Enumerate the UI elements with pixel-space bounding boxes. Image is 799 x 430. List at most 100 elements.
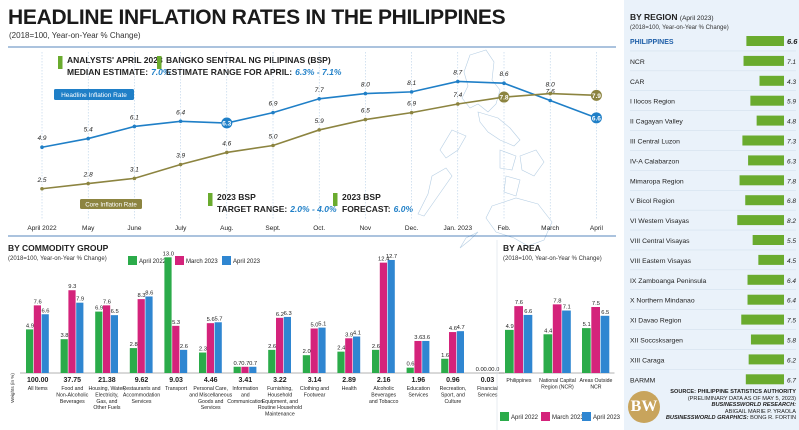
category-label: Household <box>267 392 292 398</box>
bar-value-label: 12.7 <box>386 254 397 260</box>
commodity-bar-chart: BY COMMODITY GROUP (2018=100, Year-on-Yea… <box>8 243 505 418</box>
region-bar <box>752 235 784 245</box>
region-label: PHILIPPINES <box>630 39 674 46</box>
bar <box>422 340 430 373</box>
category-label: Clothing and <box>300 386 329 392</box>
region-value: 7.3 <box>787 139 796 146</box>
analysts-value: 7.0% <box>151 67 171 77</box>
region-value: 4.3 <box>787 79 796 86</box>
category-label: Region (NCR) <box>541 384 574 390</box>
bar-value-label: 7.8 <box>553 298 561 304</box>
svg-text:MEDIAN ESTIMATE:7.0%: MEDIAN ESTIMATE: 7.0% <box>67 67 171 77</box>
bar <box>441 358 449 373</box>
headline-point <box>590 112 602 124</box>
region-label: IV-A Calabarzon <box>630 158 679 165</box>
region-value: 6.4 <box>787 298 796 305</box>
region-label: VIII Eastern Visayas <box>630 258 692 265</box>
region-value: 4.8 <box>787 119 796 126</box>
headline-point <box>502 81 506 86</box>
category-label: Beverages <box>60 399 85 405</box>
category-label: Gas, and <box>96 399 117 405</box>
bar-value-label: 3.6 <box>422 335 430 341</box>
category-label: Housing, Water, <box>89 386 126 392</box>
x-tick-label: Sept. <box>265 225 280 232</box>
bar <box>180 349 188 373</box>
bar <box>249 366 257 373</box>
category-label: Other Fuels <box>93 405 121 411</box>
bar-value-label: 7.9 <box>76 297 84 303</box>
region-value: 4.5 <box>787 258 796 265</box>
headline-point <box>86 136 90 141</box>
region-label: NCR <box>630 59 645 66</box>
svg-text:ESTIMATE RANGE FOR APRIL:6.3%: ESTIMATE RANGE FOR APRIL: 6.3% - 7.1% <box>166 67 342 77</box>
bar <box>387 259 395 373</box>
bar <box>562 310 571 373</box>
bar <box>449 332 457 373</box>
target-value: 2.0% - 4.0% <box>289 204 337 214</box>
area-bar-chart: BY AREA (2018=100, Year-on-Year % Change)… <box>496 240 621 430</box>
region-bar <box>742 135 784 146</box>
core-point <box>498 91 510 103</box>
category-label: Services <box>201 405 221 411</box>
data-label: 6.6 <box>592 115 601 122</box>
bsp-line2: ESTIMATE RANGE FOR APRIL: <box>166 67 292 77</box>
data-label: 8.7 <box>453 69 462 76</box>
category-label: Restaurants and <box>122 386 160 392</box>
data-label: 8.6 <box>499 71 508 78</box>
region-label: XIII Caraga <box>630 357 665 364</box>
region-value: 6.4 <box>787 278 796 285</box>
region-value: 7.1 <box>787 59 796 66</box>
headline-point <box>409 90 414 94</box>
category-label: Areas Outside <box>580 378 613 384</box>
region-value: 5.5 <box>787 238 796 245</box>
region-label: Mimaropa Region <box>630 178 684 185</box>
core-point <box>317 128 322 132</box>
region-bar <box>739 175 784 186</box>
forecast-line1: 2023 BSP <box>342 192 381 202</box>
bar-value-label: 5.0 <box>310 323 318 329</box>
core-point <box>271 143 275 148</box>
bar-value-label: 4.1 <box>353 331 361 337</box>
bar-value-label: 6.2 <box>276 312 284 318</box>
bar-value-label: 2.4 <box>337 346 346 352</box>
chart-title: BY COMMODITY GROUP <box>8 243 109 253</box>
bar <box>233 366 241 373</box>
region-value: 6.2 <box>787 357 796 364</box>
bar <box>214 322 222 373</box>
x-tick-label: June <box>127 225 141 232</box>
data-label: 6.4 <box>176 109 185 116</box>
region-bar <box>745 374 784 385</box>
businessworld-logo: BW <box>628 391 660 423</box>
category-label: and Miscellaneous <box>189 392 232 398</box>
core-point <box>363 117 368 122</box>
legend-swatch <box>541 412 550 421</box>
bar <box>302 355 310 373</box>
category-label: Culture <box>445 399 462 405</box>
headline-series-label: Headline Inflation Rate <box>54 89 134 100</box>
source-line2: (PRELIMINARY DATA AS OF MAY 5, 2023) <box>687 395 796 402</box>
weight-value: 1.96 <box>411 377 425 384</box>
forecast-annotation: 2023 BSP FORECAST: 6.0% <box>333 192 413 214</box>
bar-value-label: 3.9 <box>345 332 353 338</box>
data-label: 6.5 <box>361 108 370 115</box>
bar-value-label: 7.1 <box>563 305 571 311</box>
analysts-annotation: ANALYSTS' APRIL 2023 MEDIAN ESTIMATE: 7.0… <box>58 55 171 77</box>
data-label: 6.9 <box>407 101 416 108</box>
category-label: Recreation, <box>440 386 467 392</box>
legend-label: April 2022 <box>139 259 167 265</box>
legend-swatch <box>222 256 231 265</box>
bar <box>582 328 591 373</box>
category-label: Services <box>132 399 152 405</box>
analysts-line2: MEDIAN ESTIMATE: <box>67 67 148 77</box>
category-label: Transport <box>165 386 188 392</box>
forecast-line2: FORECAST: <box>342 204 391 214</box>
data-label: 8.1 <box>407 80 416 87</box>
bar <box>591 307 600 373</box>
chart-subtitle: (2018=100, Year-on-Year % Change) <box>503 256 602 262</box>
bar <box>505 329 514 373</box>
target-line1: 2023 BSP <box>217 192 256 202</box>
category-label: Education <box>407 386 430 392</box>
svg-text:TARGET RANGE:2.0% - 4.0%: TARGET RANGE: 2.0% - 4.0% <box>217 204 337 214</box>
bar <box>276 317 284 373</box>
bar-value-label: 4.6 <box>449 326 457 332</box>
